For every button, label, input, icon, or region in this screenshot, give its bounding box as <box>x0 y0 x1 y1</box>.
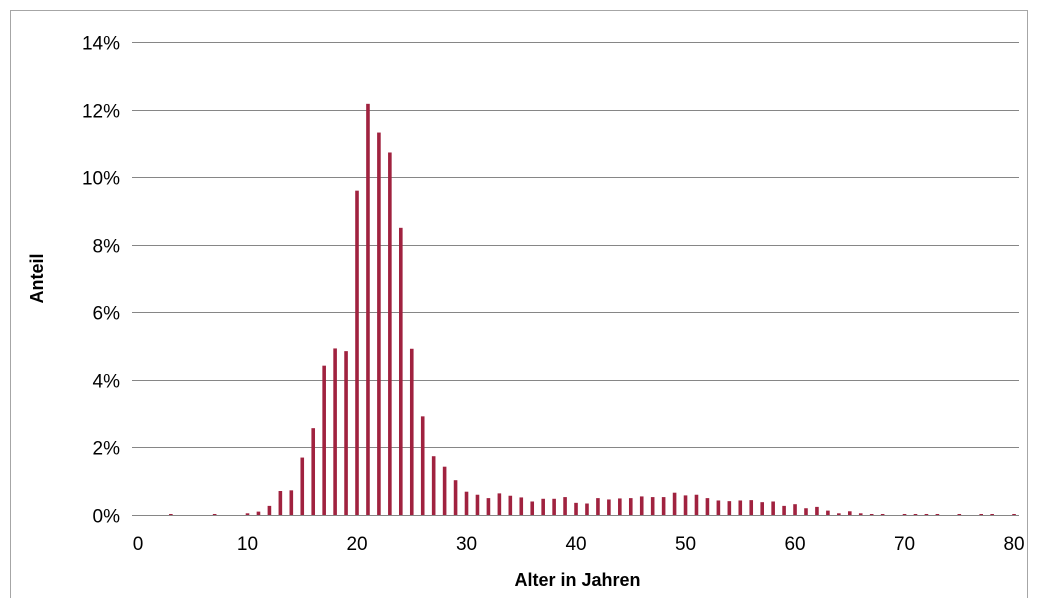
bar <box>464 491 469 515</box>
bar <box>902 514 907 515</box>
y-tick-label: 2% <box>93 439 121 460</box>
bar <box>366 103 370 515</box>
bar <box>847 511 852 515</box>
bar <box>924 514 929 515</box>
bar <box>420 416 425 515</box>
bar <box>300 457 305 515</box>
bar <box>694 494 699 515</box>
bar <box>530 501 535 515</box>
bar <box>552 498 556 515</box>
x-tick-label: 40 <box>565 534 586 555</box>
bar <box>628 498 633 515</box>
x-tick-label: 80 <box>1003 534 1024 555</box>
bar <box>409 348 414 515</box>
bar <box>585 503 589 515</box>
bar <box>683 495 688 515</box>
x-tick-label: 20 <box>346 534 367 555</box>
y-tick-label: 8% <box>93 237 121 258</box>
gridlines <box>132 42 1019 448</box>
bar <box>355 190 359 515</box>
bar <box>574 502 578 515</box>
bar <box>705 498 710 515</box>
y-tick-label: 12% <box>82 102 120 123</box>
bar <box>169 514 173 515</box>
x-tick-label: 10 <box>237 534 258 555</box>
bar <box>760 502 764 515</box>
bar <box>256 511 261 515</box>
y-axis-title: Anteil <box>27 253 47 303</box>
y-tick-label: 10% <box>82 169 120 190</box>
histogram-chart: 0% 2% 4% 6% 8% 10% 12% 14% 0 10 20 30 40 50 60 70 80 An… <box>27 34 1025 591</box>
bar <box>716 500 721 515</box>
x-tick-label: 30 <box>456 534 477 555</box>
bar <box>311 428 316 515</box>
bar <box>639 496 644 515</box>
bar <box>596 498 600 515</box>
x-tick-label: 50 <box>675 534 696 555</box>
y-tick-label: 0% <box>93 507 121 528</box>
bar <box>497 493 502 515</box>
bar <box>1012 514 1016 515</box>
bar <box>672 492 677 515</box>
y-tick-label: 4% <box>93 372 121 393</box>
bar <box>333 348 337 515</box>
bar <box>475 494 480 515</box>
y-tick-label: 14% <box>82 34 120 55</box>
bar <box>399 227 403 515</box>
bar <box>650 497 655 515</box>
bar <box>771 501 775 515</box>
x-tick-label: 60 <box>784 534 805 555</box>
bar <box>289 490 294 515</box>
bar <box>727 501 732 515</box>
bar <box>661 497 666 515</box>
y-tick-labels: 0% 2% 4% 6% 8% 10% 12% 14% <box>82 34 120 528</box>
bar <box>837 513 841 515</box>
bar <box>804 508 808 515</box>
bar <box>212 514 217 515</box>
bar <box>979 514 983 515</box>
bar <box>453 480 458 515</box>
bar <box>245 513 250 515</box>
bar <box>782 505 786 515</box>
bar <box>442 466 447 515</box>
y-tick-label: 6% <box>93 304 121 325</box>
bar <box>815 506 819 515</box>
bar <box>826 510 830 515</box>
bar <box>880 514 885 515</box>
bar <box>377 132 381 516</box>
bar <box>990 514 994 515</box>
bar <box>935 514 940 515</box>
bar <box>322 365 326 515</box>
x-tick-labels: 0 10 20 30 40 50 60 70 80 <box>133 534 1025 555</box>
bar <box>738 500 743 515</box>
bar <box>278 491 283 515</box>
bar <box>913 514 918 515</box>
bars <box>169 103 1016 516</box>
bar <box>869 514 874 515</box>
bar <box>618 498 622 515</box>
bar <box>508 495 513 515</box>
bar <box>793 504 797 515</box>
bar <box>957 514 962 515</box>
bar <box>607 499 611 515</box>
bar <box>858 513 863 515</box>
bar <box>749 500 754 515</box>
bar <box>486 498 491 515</box>
chart-area: 0% 2% 4% 6% 8% 10% 12% 14% 0 10 20 30 40 50 60 70 80 An… <box>10 10 1028 598</box>
bar <box>344 351 348 515</box>
bar <box>267 505 272 515</box>
x-tick-label: 70 <box>894 534 915 555</box>
bar <box>519 497 524 515</box>
bar <box>431 456 436 515</box>
bar <box>388 152 392 516</box>
bar <box>563 497 567 515</box>
x-axis-title: Alter in Jahren <box>514 570 640 590</box>
x-tick-label: 0 <box>133 534 144 555</box>
bar <box>541 498 545 515</box>
